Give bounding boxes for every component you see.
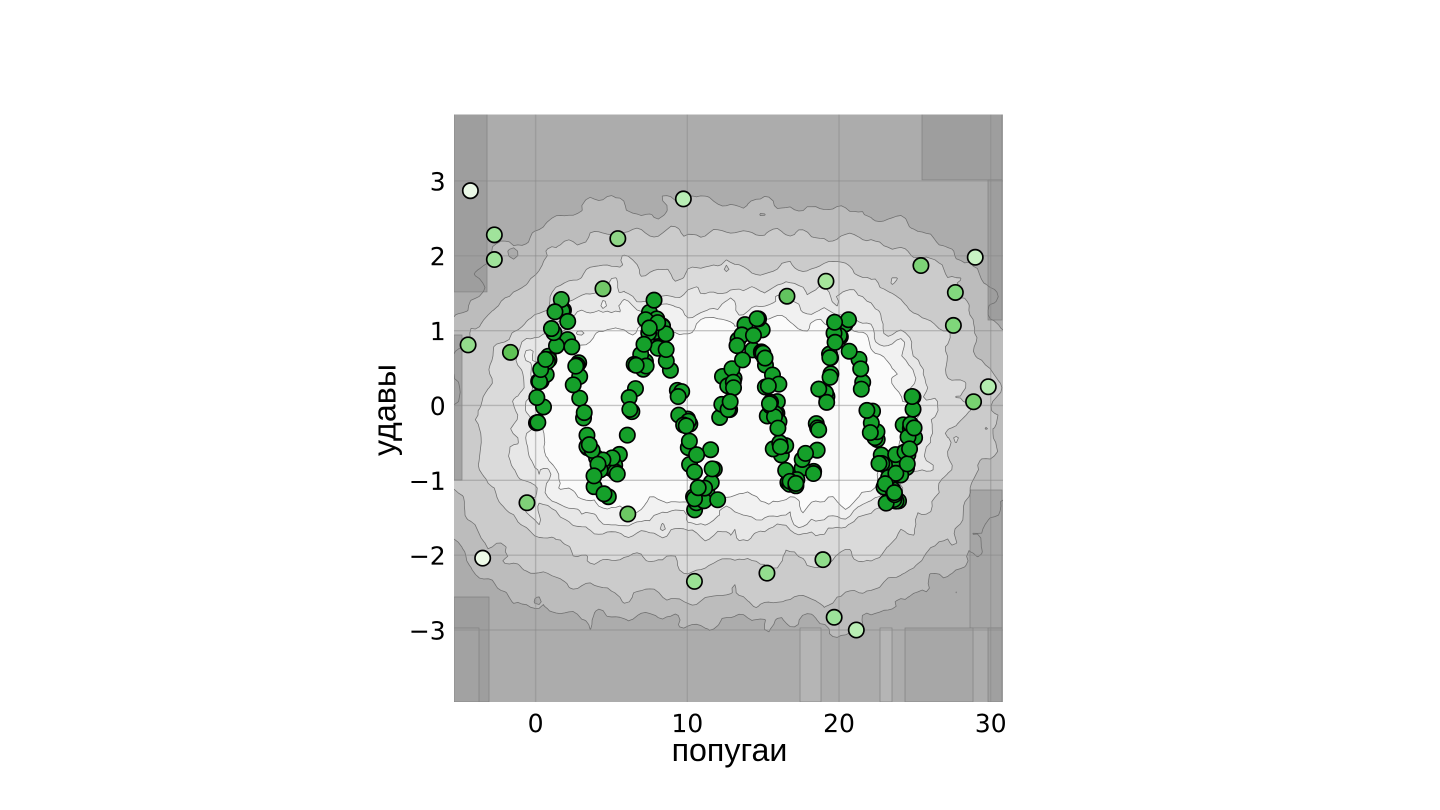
svg-text:попугаи: попугаи — [672, 732, 788, 768]
svg-text:удавы: удавы — [366, 364, 402, 456]
